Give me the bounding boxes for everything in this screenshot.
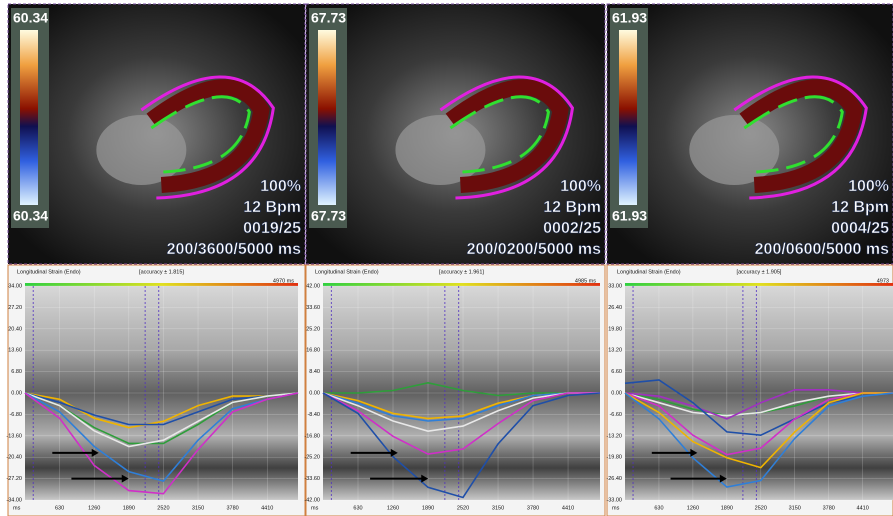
overlay-text: 100% <box>848 178 889 195</box>
y-tick-label: 33.60 <box>306 305 320 311</box>
x-tick-label: 1890 <box>123 505 135 511</box>
x-unit: ms <box>13 505 21 511</box>
y-tick-label: 16.80 <box>306 348 320 354</box>
scale-max: 67.73 <box>311 10 346 26</box>
y-tick-label: 0.00 <box>611 390 622 396</box>
scale-min: 60.34 <box>13 208 48 224</box>
colorbar <box>20 30 38 205</box>
y-tick-label: 8.40 <box>309 369 320 375</box>
y-tick-label: 0.00 <box>11 390 22 396</box>
y-tick-label: -13.20 <box>606 433 622 439</box>
overlay-text: 100% <box>260 178 301 195</box>
y-tick-label: 33.00 <box>608 283 622 289</box>
progress-bar <box>25 283 298 286</box>
y-tick-label: -25.20 <box>304 455 320 461</box>
x-tick-label: 1890 <box>422 505 434 511</box>
overlay-text: 12 Bpm <box>543 199 601 216</box>
y-tick-label: -26.40 <box>606 476 622 482</box>
x-tick-label: 2520 <box>157 505 169 511</box>
overlay-text: 0004/25 <box>831 220 889 237</box>
scale-min: 61.93 <box>612 208 647 224</box>
y-tick-label: -6.60 <box>609 412 622 418</box>
accuracy: [accuracy ± 1.815] <box>139 269 184 275</box>
y-tick-label: 34.00 <box>8 283 22 289</box>
x-tick-label: 630 <box>55 505 64 511</box>
x-tick-label: 1260 <box>88 505 100 511</box>
y-tick-label: -13.60 <box>6 433 22 439</box>
y-tick-label: 25.20 <box>306 326 320 332</box>
y-tick-label: 27.20 <box>8 305 22 311</box>
progress-bar <box>625 283 893 286</box>
y-tick-label: 42.00 <box>306 283 320 289</box>
x-tick-label: 2520 <box>457 505 469 511</box>
page: {"panels":[ {"scale_max":"60.34","scale_… <box>0 0 893 516</box>
x-tick-label: 1260 <box>687 505 699 511</box>
y-tick-label: 20.40 <box>8 326 22 332</box>
x-tick-label: 4410 <box>261 505 273 511</box>
overlay-text: 200/0600/5000 ms <box>755 241 889 258</box>
x-tick-label: 3150 <box>192 505 204 511</box>
overlay-text: 200/0200/5000 ms <box>467 241 601 258</box>
accuracy: [accuracy ± 1.961] <box>439 269 484 275</box>
overlay-text: 12 Bpm <box>243 199 301 216</box>
overlay-text: 100% <box>560 178 601 195</box>
x-unit: ms <box>612 505 620 511</box>
x-tick-label: 1260 <box>387 505 399 511</box>
overlay-text: 0019/25 <box>243 220 301 237</box>
y-tick-label: 13.60 <box>8 348 22 354</box>
y-tick-label: -33.60 <box>304 476 320 482</box>
overlay-text: 200/3600/5000 ms <box>167 241 301 258</box>
heart-chamber <box>96 115 186 185</box>
y-tick-label: -33.00 <box>606 497 622 503</box>
y-tick-label: 13.20 <box>608 348 622 354</box>
y-tick-label: 0.00 <box>309 390 320 396</box>
heart-chamber <box>689 115 779 185</box>
y-tick-label: -42.00 <box>304 497 320 503</box>
y-tick-label: 19.80 <box>608 326 622 332</box>
x-tick-label: 3150 <box>492 505 504 511</box>
y-tick-label: 6.80 <box>11 369 22 375</box>
heart-chamber <box>395 115 485 185</box>
x-tick-label: 3780 <box>527 505 539 511</box>
chart-title: Longitudinal Strain (Endo) <box>17 269 81 275</box>
y-tick-label: -20.40 <box>6 455 22 461</box>
scale-max: 61.93 <box>612 10 647 26</box>
y-tick-label: 6.60 <box>611 369 622 375</box>
colorbar <box>318 30 336 205</box>
x-tick-label: 3780 <box>823 505 835 511</box>
x-unit: ms <box>311 505 319 511</box>
scale-min: 67.73 <box>311 208 346 224</box>
y-tick-label: 26.40 <box>608 305 622 311</box>
y-tick-label: -19.80 <box>606 455 622 461</box>
y-tick-label: -34.00 <box>6 497 22 503</box>
x-tick-label: 3780 <box>227 505 239 511</box>
chart-title: Longitudinal Strain (Endo) <box>315 269 379 275</box>
y-tick-label: -27.20 <box>6 476 22 482</box>
chart-title: Longitudinal Strain (Endo) <box>617 269 681 275</box>
x-tick-label: 630 <box>353 505 362 511</box>
x-tick-label: 3150 <box>789 505 801 511</box>
colorbar <box>619 30 637 205</box>
accuracy: [accuracy ± 1.905] <box>737 269 782 275</box>
scale-max: 60.34 <box>13 10 48 26</box>
progress-bar <box>323 283 600 286</box>
overlay-text: 12 Bpm <box>831 199 889 216</box>
x-tick-label: 4410 <box>857 505 869 511</box>
y-tick-label: -8.40 <box>307 412 320 418</box>
overlay-text: 0002/25 <box>543 220 601 237</box>
figure: 60.34 60.34 100% 12 Bpm 0019/25 200/3600/5000… <box>0 0 893 516</box>
y-tick-label: -16.80 <box>304 433 320 439</box>
y-tick-label: -6.80 <box>9 412 22 418</box>
x-tick-label: 2520 <box>755 505 767 511</box>
x-tick-label: 630 <box>654 505 663 511</box>
x-tick-label: 4410 <box>562 505 574 511</box>
x-tick-label: 1890 <box>721 505 733 511</box>
